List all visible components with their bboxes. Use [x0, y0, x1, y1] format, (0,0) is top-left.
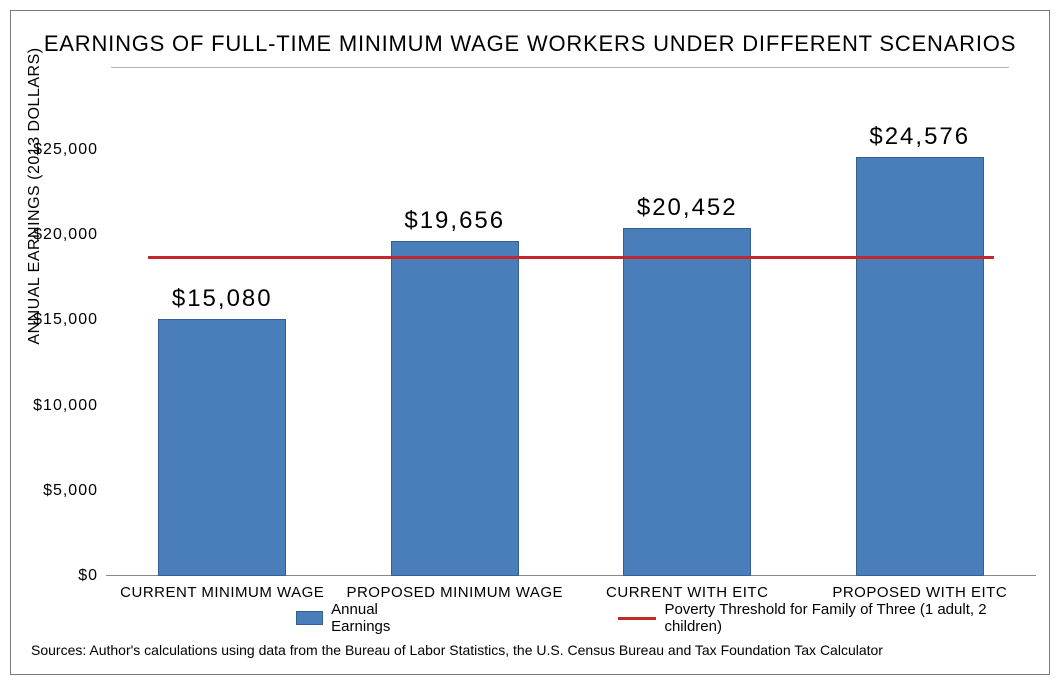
y-tick-label: $25,000: [33, 141, 98, 159]
plot-area: $0$5,000$10,000$15,000$20,000$25,000$15,…: [106, 116, 1036, 576]
bar: [391, 241, 519, 576]
y-tick-label: $10,000: [33, 397, 98, 415]
bar-value-label: $20,452: [587, 194, 787, 222]
bar-value-label: $24,576: [820, 123, 1020, 151]
y-tick-label: $15,000: [33, 311, 98, 329]
sources-text: Sources: Author's calculations using dat…: [31, 642, 883, 658]
y-tick-label: $5,000: [43, 482, 98, 500]
y-axis-title: ANNUAL EARNINGS (2013 DOLLARS): [26, 46, 44, 346]
bar: [623, 228, 751, 576]
bar: [856, 157, 984, 576]
y-tick-label: $20,000: [33, 226, 98, 244]
x-category-label: PROPOSED MINIMUM WAGE: [339, 584, 572, 601]
y-tick-label: $0: [78, 567, 98, 585]
legend-swatch-bar: [296, 611, 323, 625]
bar: [158, 319, 286, 576]
poverty-threshold-line: [148, 256, 993, 259]
legend-swatch-line: [618, 617, 657, 620]
bar-value-label: $15,080: [122, 285, 322, 313]
x-category-label: PROPOSED WITH EITC: [804, 584, 1037, 601]
x-category-label: CURRENT WITH EITC: [571, 584, 804, 601]
legend: Annual Earnings Poverty Threshold for Fa…: [106, 606, 1036, 630]
x-category-label: CURRENT MINIMUM WAGE: [106, 584, 339, 601]
chart-container: EARNINGS OF FULL-TIME MINIMUM WAGE WORKE…: [10, 10, 1050, 675]
title-rule: [111, 67, 1009, 68]
legend-series-label: Annual Earnings: [331, 601, 438, 635]
bar-value-label: $19,656: [355, 207, 555, 235]
legend-line-label: Poverty Threshold for Family of Three (1…: [664, 601, 1036, 635]
chart-title: EARNINGS OF FULL-TIME MINIMUM WAGE WORKE…: [11, 11, 1049, 57]
